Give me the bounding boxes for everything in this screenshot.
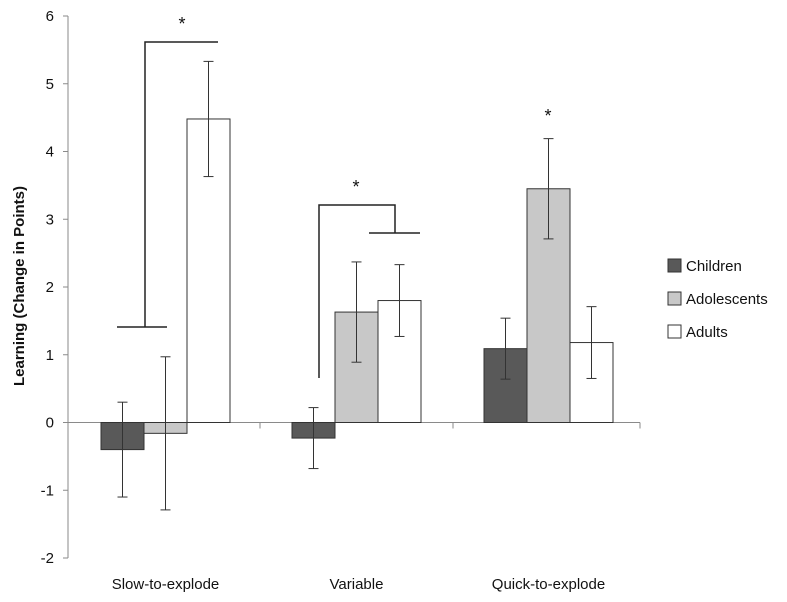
bracket-variable bbox=[318, 204, 396, 378]
legend-swatch-adults bbox=[667, 324, 682, 339]
y-tick-label: 4 bbox=[46, 144, 54, 161]
x-category-label: Variable bbox=[330, 576, 384, 593]
y-axis-label: Learning (Change in Points) bbox=[11, 186, 28, 386]
legend-swatch-adolescents bbox=[667, 291, 682, 306]
legend-label-adolescents: Adolescents bbox=[686, 291, 768, 308]
axes: -2 -1 0 1 2 3 4 5 6 Slow-to-explode Variable Quick-… bbox=[41, 8, 641, 593]
y-tick-label: 3 bbox=[46, 211, 54, 228]
significance-star: * bbox=[178, 14, 185, 34]
error-bars bbox=[117, 60, 597, 511]
bracket-slow-to-explode bbox=[144, 41, 218, 327]
x-category-label: Slow-to-explode bbox=[112, 576, 220, 593]
y-tick-label: 1 bbox=[46, 347, 54, 364]
y-tick-label: 5 bbox=[46, 76, 54, 93]
y-tick-label: -2 bbox=[41, 550, 54, 567]
y-tick-label: 2 bbox=[46, 279, 54, 296]
significance-star: * bbox=[352, 177, 359, 197]
y-tick-label: -1 bbox=[41, 482, 54, 499]
legend-swatch-children bbox=[667, 258, 682, 273]
y-tick-label: 6 bbox=[46, 8, 54, 25]
legend-label-children: Children bbox=[686, 258, 742, 275]
significance-star: * bbox=[544, 106, 551, 126]
legend: Children Adolescents Adults bbox=[667, 258, 768, 341]
y-tick-label: 0 bbox=[46, 415, 54, 432]
significance-annotations: * * * bbox=[117, 14, 552, 378]
legend-label-adults: Adults bbox=[686, 324, 728, 341]
x-category-label: Quick-to-explode bbox=[492, 576, 605, 593]
